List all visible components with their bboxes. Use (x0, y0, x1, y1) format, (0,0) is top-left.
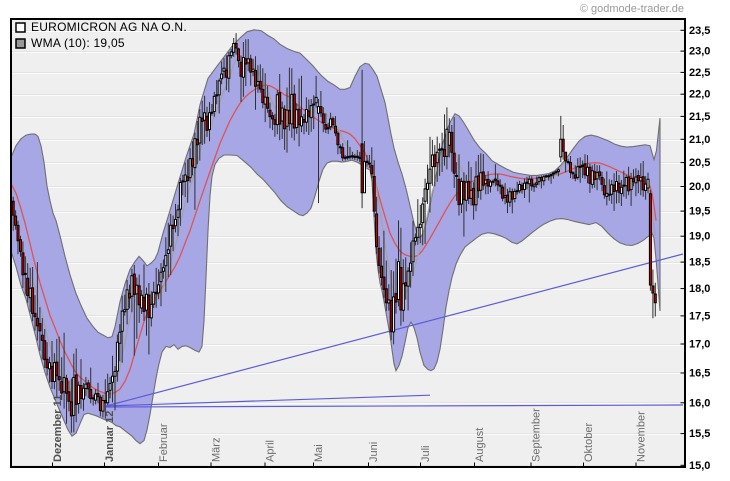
svg-text:November: November (636, 411, 648, 462)
svg-text:20,0: 20,0 (689, 181, 710, 193)
svg-text:© godmode-trader.de: © godmode-trader.de (580, 3, 684, 15)
svg-text:23,0: 23,0 (689, 46, 710, 58)
svg-text:21,5: 21,5 (689, 111, 710, 123)
svg-text:15,5: 15,5 (689, 428, 710, 440)
svg-text:Mai: Mai (313, 444, 325, 462)
svg-text:Januar 12: Januar 12 (104, 411, 116, 462)
svg-text:17,0: 17,0 (689, 339, 710, 351)
svg-text:Juli: Juli (420, 445, 432, 462)
svg-text:Oktober: Oktober (583, 423, 595, 462)
svg-text:16,5: 16,5 (689, 368, 710, 380)
svg-text:16,0: 16,0 (689, 397, 710, 409)
svg-text:22,5: 22,5 (689, 67, 710, 79)
svg-text:WMA (10): 19,05: WMA (10): 19,05 (31, 36, 125, 50)
svg-text:Dezember 11: Dezember 11 (52, 395, 64, 462)
svg-text:März: März (211, 438, 223, 462)
svg-text:19,5: 19,5 (689, 206, 710, 218)
svg-text:22,0: 22,0 (689, 89, 710, 101)
svg-text:15,0: 15,0 (689, 460, 710, 472)
svg-text:September: September (531, 408, 543, 462)
svg-text:August: August (474, 428, 486, 462)
svg-text:19,0: 19,0 (689, 231, 710, 243)
svg-text:Juni: Juni (368, 442, 380, 462)
svg-text:23,5: 23,5 (689, 25, 710, 37)
svg-text:April: April (265, 440, 277, 462)
svg-text:Februar: Februar (158, 423, 170, 462)
svg-text:20,5: 20,5 (689, 157, 710, 169)
svg-text:17,5: 17,5 (689, 310, 710, 322)
svg-text:18,5: 18,5 (689, 257, 710, 269)
svg-text:EUROMICRON AG NA O.N.: EUROMICRON AG NA O.N. (31, 20, 187, 34)
svg-text:18,0: 18,0 (689, 283, 710, 295)
svg-text:21,0: 21,0 (689, 134, 710, 146)
